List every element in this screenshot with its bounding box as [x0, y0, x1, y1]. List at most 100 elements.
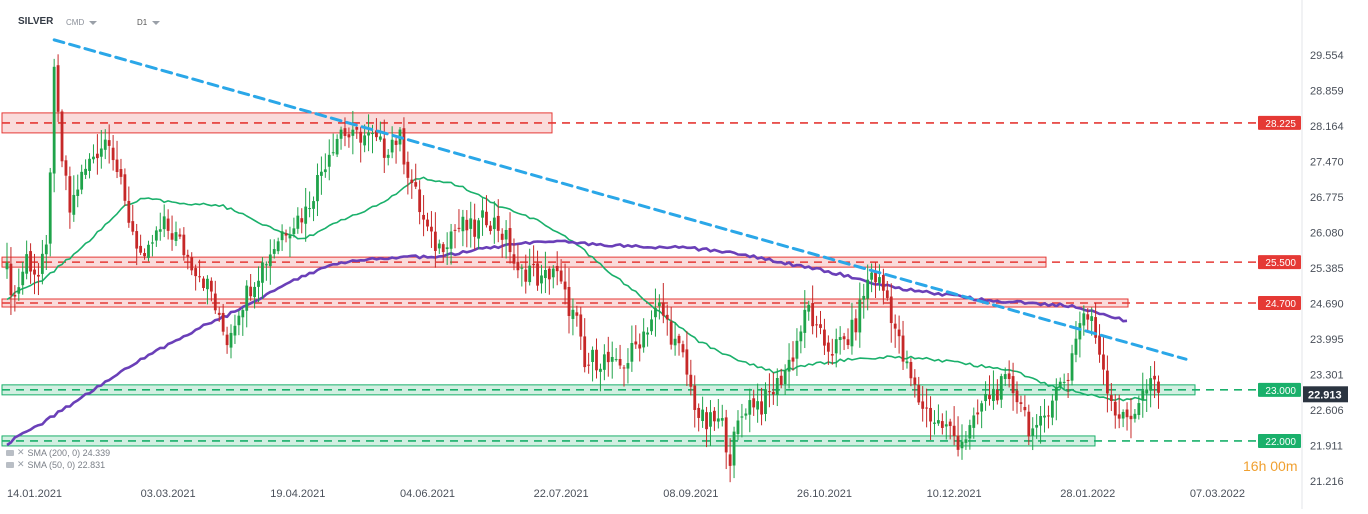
candle-body[interactable] [811, 302, 815, 327]
candle-body[interactable] [748, 400, 752, 415]
candle-body[interactable] [186, 254, 190, 257]
candle-body[interactable] [1153, 375, 1156, 380]
candle-body[interactable] [410, 179, 414, 183]
candle-body[interactable] [72, 194, 76, 215]
candle-body[interactable] [17, 287, 21, 294]
candle-body[interactable] [441, 244, 445, 253]
candle-body[interactable] [940, 421, 944, 428]
candle-body[interactable] [229, 332, 233, 348]
candle-body[interactable] [901, 335, 905, 362]
candle-body[interactable] [162, 216, 166, 230]
candle-body[interactable] [339, 129, 343, 139]
candle-body[interactable] [304, 206, 308, 224]
candle-body[interactable] [1054, 387, 1058, 401]
candle-body[interactable] [909, 361, 913, 379]
candle-body[interactable] [351, 129, 355, 136]
candle-body[interactable] [665, 314, 669, 320]
candle-body[interactable] [158, 229, 162, 232]
candle-body[interactable] [610, 356, 614, 362]
candle-body[interactable] [823, 329, 826, 346]
candle-body[interactable] [135, 231, 139, 249]
candle-body[interactable] [657, 302, 661, 307]
candle-body[interactable] [1062, 381, 1066, 383]
candle-body[interactable] [948, 421, 952, 427]
candle-body[interactable] [701, 409, 705, 422]
candle-body[interactable] [504, 229, 508, 240]
candle-body[interactable] [1106, 370, 1109, 394]
candle-body[interactable] [166, 218, 170, 231]
candle-body[interactable] [233, 325, 237, 336]
candle-body[interactable] [544, 269, 547, 279]
candle-body[interactable] [768, 391, 771, 393]
candle-body[interactable] [630, 342, 634, 362]
candle-body[interactable] [147, 244, 150, 258]
candle-body[interactable] [245, 285, 249, 311]
candle-body[interactable] [1078, 323, 1082, 340]
candle-body[interactable] [1086, 314, 1090, 320]
candle-body[interactable] [952, 425, 956, 437]
candle-body[interactable] [705, 412, 708, 430]
candle-body[interactable] [559, 270, 563, 282]
candle-body[interactable] [437, 243, 441, 249]
candle-body[interactable] [799, 331, 803, 342]
candle-body[interactable] [418, 189, 422, 213]
candle-body[interactable] [846, 339, 850, 346]
candle-body[interactable] [984, 393, 987, 402]
candle-body[interactable] [1019, 402, 1023, 405]
candle-body[interactable] [563, 281, 567, 290]
candle-body[interactable] [1133, 413, 1137, 419]
candle-body[interactable] [375, 130, 378, 138]
candle-body[interactable] [327, 154, 331, 167]
candle-body[interactable] [673, 338, 677, 346]
candle-body[interactable] [402, 128, 406, 165]
candle-body[interactable] [540, 275, 543, 284]
candle-body[interactable] [217, 312, 221, 315]
candle-body[interactable] [445, 247, 449, 250]
candle-body[interactable] [1082, 313, 1086, 326]
candle-body[interactable] [9, 263, 13, 296]
indicator-sma200[interactable]: ✕ SMA (200, 0) 24.339 [6, 447, 110, 458]
candle-body[interactable] [154, 230, 158, 241]
candle-body[interactable] [795, 340, 799, 359]
candle-body[interactable] [143, 253, 146, 257]
candle-body[interactable] [1090, 316, 1094, 321]
candle-body[interactable] [1070, 353, 1074, 381]
candle-body[interactable] [485, 211, 488, 226]
candle-body[interactable] [870, 272, 873, 280]
candle-body[interactable] [1003, 374, 1007, 379]
candle-body[interactable] [779, 375, 783, 385]
candle-body[interactable] [614, 359, 618, 361]
candle-body[interactable] [257, 280, 260, 287]
candle-body[interactable] [33, 269, 36, 275]
candle-body[interactable] [740, 416, 744, 418]
eye-icon[interactable] [6, 461, 14, 468]
candle-body[interactable] [5, 262, 9, 270]
candle-body[interactable] [807, 304, 811, 312]
candle-body[interactable] [783, 370, 787, 385]
candle-body[interactable] [316, 175, 319, 202]
candle-body[interactable] [469, 218, 473, 229]
candle-body[interactable] [37, 274, 40, 277]
candle-body[interactable] [430, 226, 433, 232]
candle-body[interactable] [323, 169, 327, 173]
candle-body[interactable] [1125, 409, 1129, 418]
candle-body[interactable] [999, 376, 1003, 400]
candle-body[interactable] [830, 354, 834, 356]
candle-body[interactable] [1098, 335, 1101, 355]
candle-body[interactable] [426, 219, 429, 227]
candle-body[interactable] [477, 220, 480, 239]
candle-body[interactable] [194, 268, 198, 277]
candle-body[interactable] [359, 131, 363, 143]
candle-body[interactable] [174, 232, 178, 241]
candle-body[interactable] [917, 385, 921, 403]
candle-body[interactable] [1023, 406, 1027, 411]
candle-body[interactable] [382, 138, 386, 158]
candle-body[interactable] [834, 339, 838, 354]
candle-body[interactable] [992, 388, 995, 402]
candle-body[interactable] [925, 407, 929, 409]
candle-body[interactable] [394, 140, 398, 145]
candle-body[interactable] [64, 160, 68, 176]
candle-body[interactable] [1129, 415, 1133, 420]
candle-body[interactable] [791, 357, 795, 362]
